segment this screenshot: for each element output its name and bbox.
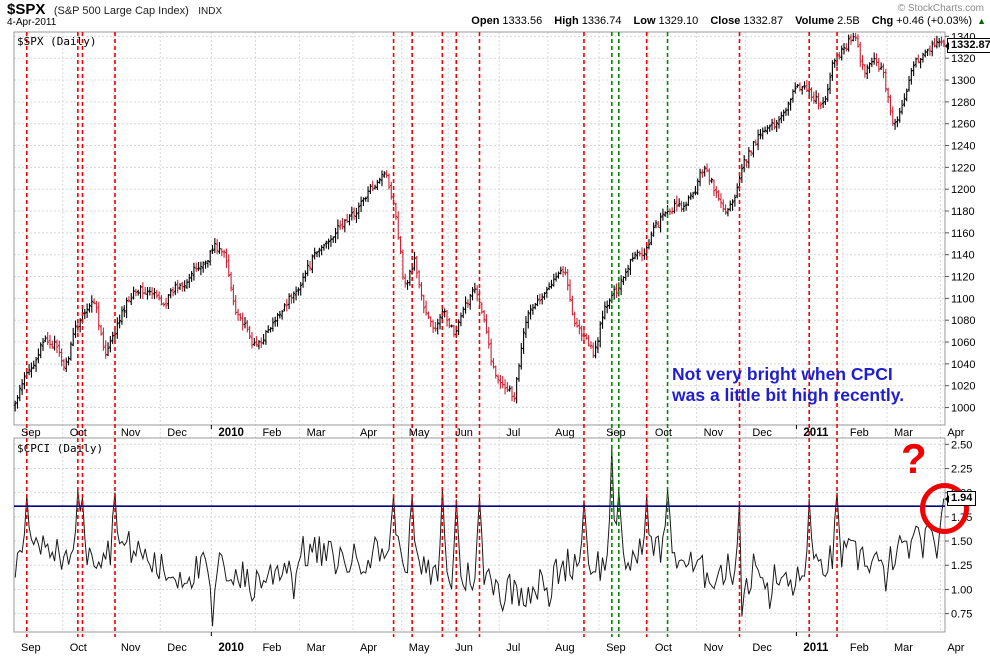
svg-text:Apr: Apr [947, 642, 964, 654]
svg-text:1160: 1160 [951, 228, 975, 240]
svg-text:Oct: Oct [655, 427, 672, 439]
svg-text:2010: 2010 [218, 427, 244, 439]
gridlines [14, 32, 945, 632]
question-mark-annotation: ? [901, 435, 927, 482]
svg-text:1080: 1080 [951, 315, 975, 327]
blue-text-line-1: Not very bright when CPCI [672, 364, 893, 384]
low-value: 1329.10 [658, 15, 699, 27]
svg-text:Aug: Aug [555, 642, 575, 654]
svg-text:1280: 1280 [951, 97, 975, 109]
svg-text:Apr: Apr [947, 427, 964, 439]
svg-text:Sep: Sep [606, 642, 626, 654]
svg-text:1180: 1180 [951, 206, 975, 218]
blue-text-annotation: Not very bright when CPCI was a little b… [672, 364, 938, 406]
svg-text:1220: 1220 [951, 162, 975, 174]
svg-text:Apr: Apr [360, 427, 377, 439]
svg-text:Oct: Oct [655, 642, 672, 654]
svg-text:Nov: Nov [704, 642, 724, 654]
svg-text:Jun: Jun [455, 427, 473, 439]
volume-label: Volume [795, 15, 835, 27]
svg-text:Jul: Jul [506, 642, 520, 654]
svg-text:Dec: Dec [167, 642, 187, 654]
svg-text:1.25: 1.25 [951, 560, 972, 572]
svg-text:Dec: Dec [752, 642, 772, 654]
svg-text:2011: 2011 [803, 427, 829, 439]
high-label: High [554, 15, 579, 27]
close-label: Close [710, 15, 741, 27]
red-circle-annotation [920, 483, 969, 534]
cpci-last-value-box: 1.94 [944, 491, 977, 506]
svg-text:Oct: Oct [70, 427, 87, 439]
svg-text:1.00: 1.00 [951, 584, 972, 596]
svg-text:1.50: 1.50 [951, 536, 972, 548]
svg-text:0.75: 0.75 [951, 609, 972, 621]
svg-text:Dec: Dec [167, 427, 187, 439]
chg-label: Chg [871, 15, 894, 27]
high-value: 1336.74 [581, 15, 622, 27]
svg-text:Mar: Mar [307, 642, 326, 654]
event-lines [25, 32, 838, 637]
svg-text:1060: 1060 [951, 337, 975, 349]
svg-text:1020: 1020 [951, 381, 975, 393]
chg-up-triangle-icon: ▲ [977, 16, 986, 26]
svg-text:1040: 1040 [951, 359, 975, 371]
svg-text:2011: 2011 [803, 642, 829, 654]
svg-text:Sep: Sep [21, 642, 41, 654]
svg-text:1240: 1240 [951, 141, 975, 153]
svg-text:Feb: Feb [262, 642, 281, 654]
svg-text:Mar: Mar [894, 427, 913, 439]
svg-text:1200: 1200 [951, 184, 975, 196]
svg-text:2.25: 2.25 [951, 463, 972, 475]
svg-text:Feb: Feb [850, 642, 869, 654]
svg-text:Nov: Nov [121, 427, 141, 439]
chg-value: +0.46 (+0.03%) [896, 15, 973, 27]
ohlc-quote-row: Open 1333.56 High 1336.74 Low 1329.10 Close… [471, 15, 986, 27]
svg-text:1140: 1140 [951, 250, 975, 262]
symbol-description: (S&P 500 Large Cap Index) [53, 5, 189, 17]
header-row-1: $SPX (S&P 500 Large Cap Index) INDX [7, 1, 222, 19]
spx-ohlc-bars [13, 33, 946, 412]
panel-borders [13, 31, 946, 633]
svg-text:1000: 1000 [951, 403, 975, 415]
svg-text:Feb: Feb [850, 427, 869, 439]
x-axis-month-labels: Sep Sep Oct Oct Nov Nov Dec Dec 2010 2010 Feb Feb Ma… [21, 425, 965, 654]
svg-text:Feb: Feb [262, 427, 281, 439]
blue-text-line-2: was a little bit high recently. [672, 385, 905, 405]
price-panel-title: $SPX (Daily) [17, 35, 97, 48]
svg-text:1260: 1260 [951, 119, 975, 131]
svg-text:Jun: Jun [455, 642, 473, 654]
open-label: Open [471, 15, 500, 27]
low-label: Low [633, 15, 656, 27]
svg-text:1120: 1120 [951, 272, 975, 284]
svg-text:Nov: Nov [121, 642, 141, 654]
spx-last-value-box: 1332.87 [945, 38, 990, 53]
svg-text:Sep: Sep [21, 427, 41, 439]
open-value: 1333.56 [502, 15, 543, 27]
volume-value: 2.5B [837, 15, 860, 27]
svg-text:Mar: Mar [894, 642, 913, 654]
svg-text:Mar: Mar [307, 427, 326, 439]
svg-text:Sep: Sep [606, 427, 626, 439]
symbol-exchange: INDX [198, 6, 223, 17]
svg-text:Aug: Aug [555, 427, 575, 439]
quote-date: 4-Apr-2011 [7, 17, 57, 28]
stockcharts-copyright: © StockCharts.com [897, 3, 984, 14]
symbol-ticker: $SPX [7, 1, 46, 18]
svg-text:2.50: 2.50 [951, 439, 972, 451]
close-value: 1332.87 [743, 15, 784, 27]
svg-text:May: May [409, 427, 430, 439]
svg-text:May: May [409, 642, 430, 654]
svg-text:Oct: Oct [70, 642, 87, 654]
svg-text:Jul: Jul [506, 427, 520, 439]
indicator-panel-title: $CPCI (Daily) [17, 442, 104, 455]
svg-text:1100: 1100 [951, 293, 975, 305]
svg-text:Nov: Nov [704, 427, 724, 439]
svg-text:1300: 1300 [951, 75, 975, 87]
svg-text:Apr: Apr [360, 642, 377, 654]
svg-text:Dec: Dec [752, 427, 772, 439]
svg-text:2010: 2010 [218, 642, 244, 654]
svg-text:1320: 1320 [951, 53, 975, 65]
